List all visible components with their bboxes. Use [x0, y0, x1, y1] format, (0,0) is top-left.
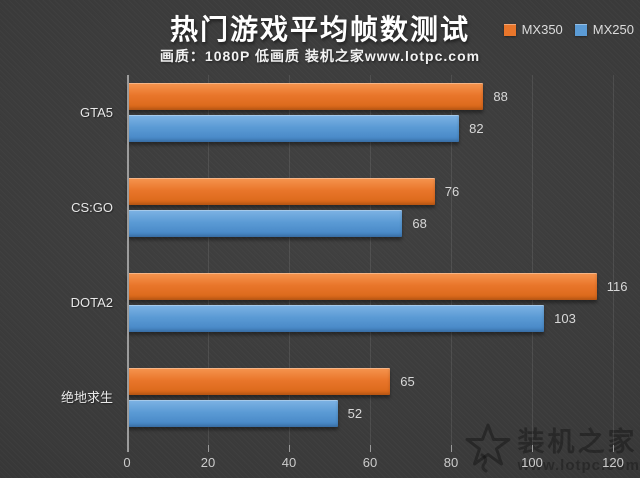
category-label-0: GTA5	[80, 105, 113, 120]
category-labels: GTA5 CS:GO DOTA2 绝地求生	[0, 75, 119, 445]
bar-mx350-3	[127, 368, 391, 395]
bar-mx350-0	[127, 83, 484, 110]
value-label-mx250-1: 68	[412, 215, 427, 231]
bar-mx250-3	[127, 400, 338, 427]
x-tick-mark	[370, 445, 371, 452]
bar-mx250-2	[127, 305, 545, 332]
value-label-mx250-2: 103	[554, 310, 576, 326]
legend-label-mx350: MX350	[521, 22, 563, 37]
x-tick-label: 80	[443, 455, 459, 470]
category-label-3: 绝地求生	[60, 390, 113, 405]
x-tick-mark	[127, 445, 128, 452]
value-label-mx350-1: 76	[444, 183, 460, 199]
mx250-swatch-icon	[574, 23, 587, 36]
category-label-2: DOTA2	[70, 295, 113, 310]
x-tick-label: 40	[281, 455, 297, 470]
x-tick-mark	[613, 445, 614, 452]
gridline	[532, 75, 533, 445]
value-label-mx350-0: 88	[493, 88, 508, 104]
x-tick-mark	[288, 445, 290, 452]
value-label-mx350-2: 116	[606, 278, 628, 294]
legend-label-mx250: MX250	[592, 22, 634, 37]
x-tick-mark	[532, 445, 533, 452]
bar-mx250-0	[127, 115, 460, 142]
chart-subtitle: 画质：1080P 低画质 装机之家www.lotpc.com	[159, 48, 481, 64]
x-tick-label: 20	[200, 455, 216, 470]
bar-mx250-1	[127, 210, 403, 237]
bar-mx350-1	[127, 178, 435, 205]
bar-mx350-2	[127, 273, 597, 300]
gridline	[450, 75, 452, 445]
chart-title: 热门游戏平均帧数测试	[169, 14, 470, 45]
value-label-mx250-0: 82	[469, 120, 484, 136]
category-label-1: CS:GO	[71, 200, 113, 215]
value-label-mx250-3: 52	[347, 405, 363, 421]
legend-item-mx350: MX350	[503, 22, 563, 37]
legend: MX350 MX250	[503, 22, 634, 37]
plot-area: 88 82 76 68 116 103 65 52	[127, 75, 628, 445]
x-tick-label: 60	[362, 455, 378, 470]
legend-item-mx250: MX250	[574, 22, 634, 37]
value-label-mx350-3: 65	[400, 373, 415, 389]
mx350-swatch-icon	[503, 23, 516, 36]
x-tick-mark	[450, 445, 452, 452]
gridline	[288, 75, 290, 445]
x-tick-label: 0	[123, 455, 131, 470]
gridline	[370, 75, 371, 445]
y-axis-line	[127, 75, 129, 452]
x-tick-label: 120	[602, 455, 624, 470]
x-tick-label: 100	[521, 455, 543, 470]
x-tick-mark	[207, 445, 209, 452]
gridline	[613, 75, 614, 445]
x-axis: 0 20 40 60 80 100 120	[123, 445, 624, 475]
gridline	[207, 75, 209, 445]
